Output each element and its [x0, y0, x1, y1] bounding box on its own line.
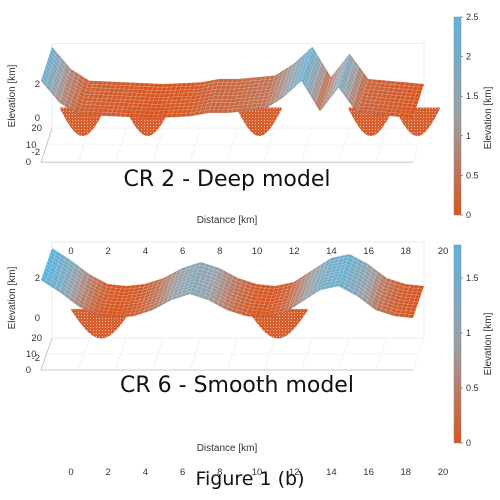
z-tick-label: -2 — [32, 147, 40, 158]
y-tick-label: 20 — [31, 333, 42, 344]
surface-cell — [418, 83, 425, 88]
surface-cell — [412, 100, 419, 105]
surface-front-edge — [40, 80, 414, 119]
x-tick-label: 18 — [401, 246, 412, 257]
y-tick-label: 20 — [31, 123, 42, 134]
x-tick-label: 16 — [363, 467, 374, 478]
panel1-surface — [40, 46, 425, 119]
panel1-z-axis-label: Elevation [km] — [7, 64, 18, 127]
z-tick-label: 0 — [35, 113, 40, 124]
x-tick-label: 4 — [143, 246, 148, 257]
panel2-z-ticks: 20-2 — [32, 273, 40, 364]
z-tick-label: -2 — [32, 353, 40, 364]
panel1-colorbar — [453, 16, 462, 216]
colorbar-tick-label: 0 — [466, 210, 471, 220]
panel1-y-ticks: 0 10 20 — [26, 123, 42, 168]
x-tick-label: 10 — [252, 246, 263, 257]
panel1-model-label: CR 2 - Deep model — [123, 167, 330, 192]
x-tick-label: 2 — [106, 246, 111, 257]
x-tick-label: 12 — [289, 467, 300, 478]
x-tick-label: 20 — [438, 467, 449, 478]
surface-cell — [409, 110, 416, 115]
figure-caption: Figure 1 (b) — [195, 468, 305, 490]
colorbar-tick-label: 0.5 — [466, 383, 479, 393]
x-tick-label: 18 — [401, 467, 412, 478]
colorbar-tick-label: 0.5 — [466, 170, 479, 180]
x-tick-label: 10 — [252, 467, 263, 478]
colorbar-tick-label: 2.5 — [466, 12, 479, 22]
colorbar-tick-label: 1 — [466, 131, 471, 141]
panel1-x-axis-label: Distance [km] — [197, 215, 258, 226]
x-tick-label: 12 — [289, 246, 300, 257]
z-tick-label: 2 — [35, 79, 40, 90]
panel1-x-ticks: 0 2 4 6 8 10 12 14 16 18 20 — [68, 246, 448, 257]
surface-cell — [411, 103, 418, 108]
colorbar-tick-label: 2 — [466, 52, 471, 62]
z-tick-label: 2 — [35, 273, 40, 284]
panel2-colorbar — [453, 244, 462, 444]
panel2-z-axis-label: Elevation [km] — [7, 266, 18, 329]
surface-cell — [416, 86, 424, 91]
z-tick-label: 0 — [35, 313, 40, 324]
panel2-model-label: CR 6 - Smooth model — [120, 373, 354, 398]
surface-cell — [415, 90, 423, 95]
panel2-x-axis-label: Distance [km] — [197, 443, 258, 454]
surface-cell — [414, 93, 421, 98]
x-tick-label: 8 — [217, 246, 222, 257]
y-tick-label: 0 — [26, 157, 31, 168]
panel2-colorbar-label: Elevation [km] — [483, 312, 494, 375]
colorbar-tick-label: 0 — [466, 438, 471, 448]
x-tick-label: 6 — [180, 467, 185, 478]
y-tick-label: 10 — [26, 349, 37, 360]
x-tick-label: 20 — [438, 246, 449, 257]
y-tick-label: 10 — [26, 140, 37, 151]
panel2-x-ticks: 0 2 4 6 8 10 12 14 16 18 20 — [68, 467, 448, 478]
panel2-colorbar-ticks: 1.5 1 0.5 0 — [461, 273, 479, 448]
x-tick-label: 8 — [217, 467, 222, 478]
y-tick-label: 0 — [26, 365, 31, 376]
surface-cell — [413, 97, 420, 102]
colorbar-tick-label: 1.5 — [466, 273, 479, 283]
panel1-colorbar-ticks: 2.5 2 1.5 1 0.5 0 — [461, 12, 479, 220]
panel2-grid — [40, 241, 425, 371]
colorbar-tick-label: 1 — [466, 328, 471, 338]
x-tick-label: 2 — [106, 467, 111, 478]
surface-cell — [408, 114, 415, 119]
surface-front-edge — [40, 279, 414, 319]
x-tick-label: 0 — [68, 467, 73, 478]
deep-body-3-mesh — [236, 107, 282, 136]
x-tick-label: 14 — [326, 467, 337, 478]
panel2-surface — [40, 247, 425, 319]
panel2-y-ticks: 0 10 20 — [26, 333, 42, 376]
x-tick-label: 0 — [68, 246, 73, 257]
x-tick-label: 6 — [180, 246, 185, 257]
surface-cell — [408, 314, 415, 319]
x-tick-label: 4 — [143, 467, 148, 478]
panel1-z-ticks: 20-2 — [32, 79, 40, 158]
panel1-colorbar-label: Elevation [km] — [483, 86, 494, 149]
x-tick-label: 14 — [326, 246, 337, 257]
colorbar-tick-label: 1.5 — [466, 91, 479, 101]
surface-cell — [410, 107, 417, 112]
x-tick-label: 16 — [363, 246, 374, 257]
